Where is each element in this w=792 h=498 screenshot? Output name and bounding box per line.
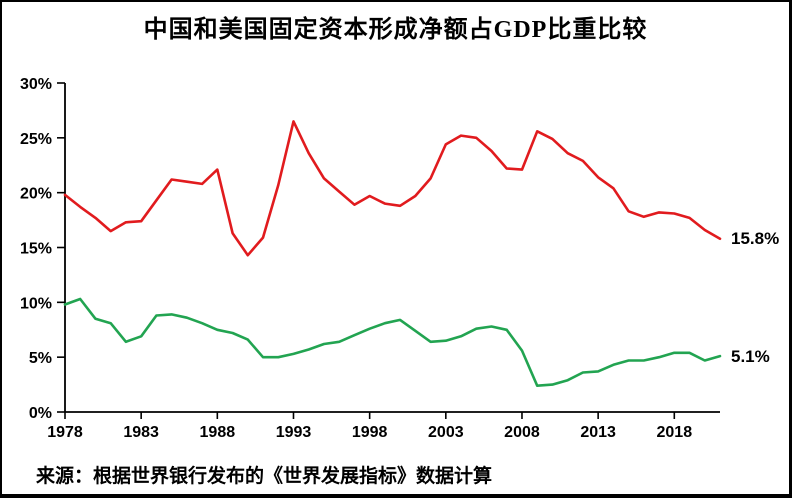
- x-axis-tick-label: 2013: [580, 424, 616, 441]
- x-axis-tick-label: 1993: [276, 424, 312, 441]
- red-line-series: [63, 120, 722, 257]
- x-axis-tick-label: 1983: [123, 424, 159, 441]
- chart-title: 中国和美国固定资本形成净额占GDP比重比较: [143, 17, 648, 43]
- y-axis-tick-label: 25%: [20, 131, 52, 148]
- y-axis-tick-label: 20%: [20, 186, 52, 203]
- green-line-series: [63, 297, 722, 388]
- green-series-end-label: 5.1%: [731, 347, 770, 366]
- y-axis-tick-label: 15%: [20, 241, 52, 258]
- source-note: 来源：根据世界银行发布的《世界发展指标》数据计算: [36, 466, 493, 487]
- red-series-end-label: 15.8%: [731, 229, 780, 248]
- x-axis-tick-label: 1978: [47, 424, 83, 441]
- x-axis-tick-label: 1998: [352, 424, 388, 441]
- x-axis-tick-label: 2008: [504, 424, 540, 441]
- y-axis-tick-label: 30%: [20, 76, 52, 93]
- x-axis-tick-label: 2003: [428, 424, 464, 441]
- x-axis-tick-label: 2018: [657, 424, 693, 441]
- y-axis-tick-label: 0%: [29, 405, 52, 422]
- y-axis-tick-label: 10%: [20, 295, 52, 312]
- y-axis-tick-label: 5%: [29, 350, 52, 367]
- x-axis-tick-label: 1988: [200, 424, 236, 441]
